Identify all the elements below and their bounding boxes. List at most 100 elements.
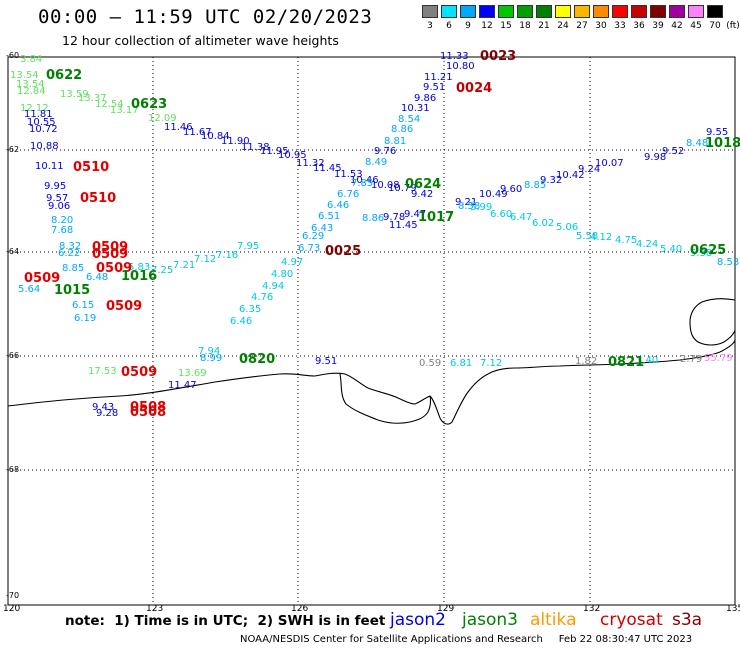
color-swatch [536,5,552,18]
pass-label: 0509 [121,365,158,380]
color-tick: 42 [671,21,683,31]
color-tick: 21 [538,21,550,31]
wave-height-value: 13.37 [78,93,107,104]
wave-height-value: 9.24 [578,164,601,175]
wave-height-value: 6.46 [230,316,253,327]
wave-height-value: 11.47 [168,380,197,391]
wave-height-value: 9.21 [455,197,478,208]
color-tick: 36 [633,21,645,31]
wave-height-value: 9.60 [500,184,523,195]
wave-height-value: 13.54 [10,70,39,81]
wave-height-value: 4.75 [615,235,638,246]
pass-label: 0024 [456,81,493,96]
wave-height-value: 10.55 [27,117,56,128]
sat-s3a: s3a [672,610,703,630]
wave-height-value: 10.84 [201,131,230,142]
wave-height-value: 12.09 [148,113,177,124]
wave-height-value: 6.02 [532,218,555,229]
pass-label: 0510 [80,191,117,206]
wave-height-value: 3.40 [636,355,659,366]
wave-height-value: 6.48 [86,272,109,283]
color-tick: 33 [614,21,626,31]
wave-height-value: 9.51 [423,82,446,93]
lat-label: -62 [6,145,20,154]
wave-height-value: 8.85 [62,263,85,274]
wave-height-value: 9.42 [411,189,434,200]
wave-height-value: 7.25 [151,265,174,276]
color-swatch [460,5,476,18]
coastline-east [689,298,736,346]
wave-height-value: 11.32 [296,158,325,169]
color-swatch [555,5,571,18]
color-swatch [479,5,495,18]
wave-height-value: 12.84 [17,86,46,97]
wave-height-value: 9.28 [96,408,119,419]
wave-height-value: 7.68 [51,225,74,236]
wave-height-value: 9.32 [540,175,563,186]
wave-height-value: 55.79 [704,353,733,364]
wave-height-value: 9.55 [706,127,729,138]
pass-label: 1017 [418,210,455,225]
color-swatch [441,5,457,18]
wave-height-value: 7.16 [216,250,239,261]
wave-height-value: 8.86 [391,124,414,135]
wave-height-value: 10.31 [401,103,430,114]
wave-height-value: 2.79 [680,354,703,365]
color-tick: 6 [446,21,452,31]
color-tick: 70 [709,21,721,31]
color-tick: 27 [576,21,588,31]
color-tick: 18 [519,21,531,31]
wave-height-value: 4.80 [271,269,294,280]
wave-height-value: 8.85 [524,180,547,191]
wave-height-value: 10.72 [29,124,58,135]
lat-label: -66 [6,351,20,360]
color-swatch [517,5,533,18]
pass-label: 0509 [106,299,143,314]
wave-height-value: 5.40 [660,244,683,255]
wave-height-value: 6.81 [450,358,473,369]
coastline-inlet [339,373,432,424]
wave-height-value: 7.94 [198,346,221,357]
pass-label: 0625 [690,243,727,258]
wave-height-value: 11.67 [183,127,212,138]
wave-height-value: 6.76 [337,189,360,200]
color-swatch [498,5,514,18]
pass-label: 0023 [480,49,517,64]
color-swatch [650,5,666,18]
wave-height-value: 9.43 [92,402,115,413]
sat-altika: altika [530,610,577,630]
sat-jason3: jason3 [462,610,518,630]
wave-height-value: 5.06 [556,222,579,233]
wave-height-value: 13.69 [178,368,207,379]
color-tick: 24 [557,21,569,31]
wave-height-value: 8.58 [458,201,481,212]
color-swatch [612,5,628,18]
pass-label: 1018 [705,136,740,151]
wave-height-value: 10.08 [371,180,400,191]
wave-height-value: 13.17 [110,105,139,116]
wave-height-value: 4.24 [636,239,659,250]
wave-height-value: 1.82 [575,356,598,367]
pass-label: 0025 [325,244,362,259]
wave-height-value: 4.76 [251,292,274,303]
wave-height-value: 8.20 [51,215,74,226]
wave-height-value: 6.73 [298,243,321,254]
wave-height-value: 8.49 [365,157,388,168]
wave-height-value: 11.45 [389,220,418,231]
color-swatch [688,5,704,18]
wave-height-value: 11.46 [164,122,193,133]
wave-height-value: 6.22 [58,248,81,259]
color-tick: 3 [427,21,433,31]
wave-height-value: 6.47 [510,212,533,223]
wave-height-value: 6.19 [74,313,97,324]
wave-height-value: 10.11 [35,161,64,172]
wave-height-value: 8.48 [686,138,709,149]
wave-height-value: 10.46 [350,175,379,186]
coastline [7,339,736,425]
wave-height-value: 10.49 [479,189,508,200]
wave-height-value: 11.38 [241,142,270,153]
page-subtitle: 12 hour collection of altimeter wave hei… [62,33,339,48]
wave-height-value: 13.59 [60,89,89,100]
color-swatch [669,5,685,18]
